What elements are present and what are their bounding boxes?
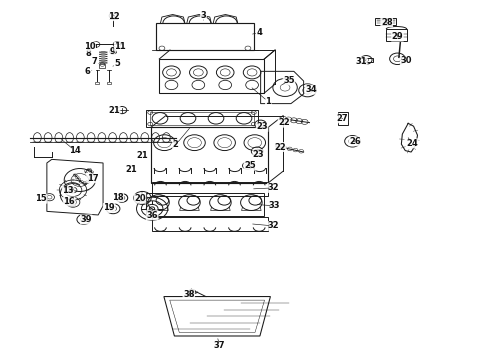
- Text: 37: 37: [214, 341, 225, 350]
- Bar: [359, 58, 373, 62]
- Text: 13: 13: [62, 186, 74, 195]
- Text: 31: 31: [355, 57, 367, 66]
- Text: 10: 10: [84, 42, 96, 51]
- Text: 36: 36: [147, 211, 158, 220]
- Text: 30: 30: [400, 57, 412, 66]
- Text: 16: 16: [63, 197, 75, 206]
- Text: 8: 8: [86, 49, 92, 58]
- Bar: [159, 59, 264, 93]
- Text: 22: 22: [278, 118, 290, 127]
- Text: 23: 23: [253, 150, 265, 159]
- Bar: [338, 112, 347, 125]
- Text: 24: 24: [406, 139, 418, 148]
- Text: 21: 21: [108, 105, 120, 114]
- Bar: [96, 82, 99, 84]
- Text: 12: 12: [108, 12, 120, 21]
- Text: 35: 35: [283, 76, 295, 85]
- Text: 32: 32: [268, 221, 279, 230]
- Text: 19: 19: [103, 203, 115, 212]
- Text: 5: 5: [114, 59, 120, 68]
- Text: 3: 3: [200, 11, 206, 20]
- Text: 23: 23: [256, 122, 268, 131]
- Text: 18: 18: [112, 193, 124, 202]
- Bar: [152, 182, 268, 196]
- Bar: [151, 127, 269, 183]
- Text: 21: 21: [126, 166, 138, 175]
- Text: 25: 25: [244, 161, 256, 170]
- Text: 11: 11: [115, 42, 126, 51]
- Text: 39: 39: [80, 215, 92, 224]
- Text: 7: 7: [92, 57, 98, 66]
- Text: 29: 29: [392, 32, 403, 41]
- Text: 4: 4: [257, 28, 263, 37]
- Text: 20: 20: [134, 194, 146, 203]
- Text: 33: 33: [269, 201, 280, 210]
- Text: 6: 6: [85, 67, 91, 76]
- Bar: [386, 29, 407, 41]
- Bar: [152, 217, 268, 231]
- Bar: [147, 193, 264, 216]
- Text: 32: 32: [268, 183, 279, 192]
- Text: 14: 14: [69, 146, 81, 155]
- Text: 2: 2: [172, 140, 178, 149]
- Bar: [107, 82, 111, 84]
- Text: 15: 15: [35, 194, 47, 203]
- Text: 1: 1: [266, 97, 271, 106]
- Text: 34: 34: [305, 85, 317, 94]
- Bar: [375, 18, 396, 25]
- Bar: [99, 64, 105, 68]
- Bar: [156, 23, 254, 50]
- Text: 28: 28: [381, 18, 392, 27]
- Text: 9: 9: [109, 48, 115, 57]
- Text: 22: 22: [274, 143, 286, 152]
- Bar: [147, 110, 258, 127]
- Text: 17: 17: [87, 174, 98, 183]
- Text: 38: 38: [183, 289, 195, 298]
- Text: 27: 27: [336, 114, 347, 123]
- Bar: [150, 112, 254, 125]
- Text: 26: 26: [349, 137, 361, 146]
- Text: 21: 21: [137, 151, 148, 160]
